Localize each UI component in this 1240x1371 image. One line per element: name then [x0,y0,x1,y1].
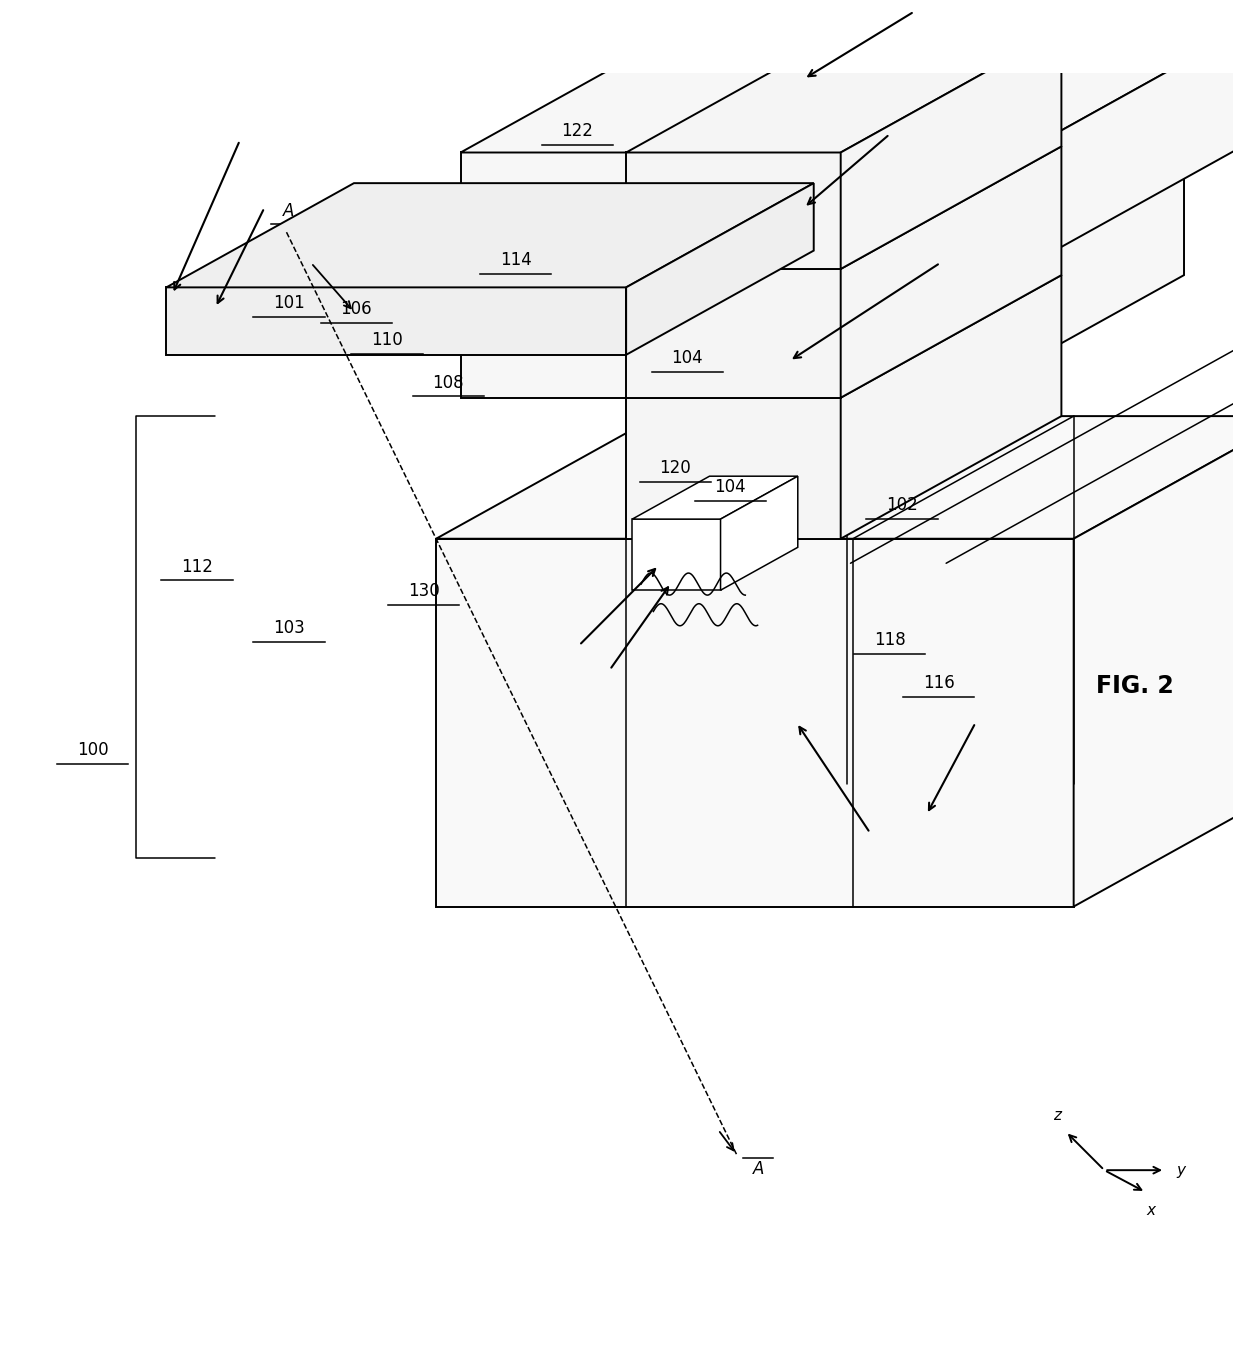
Text: 104: 104 [672,350,703,367]
Text: A: A [283,202,295,219]
Polygon shape [841,30,1061,269]
Text: 110: 110 [371,330,403,348]
Text: A: A [753,1160,764,1178]
Text: 120: 120 [660,459,691,477]
Polygon shape [1022,30,1240,269]
Polygon shape [626,30,1061,152]
Text: 100: 100 [77,742,109,760]
Text: 104: 104 [714,478,746,496]
Polygon shape [632,476,797,520]
Polygon shape [626,276,1061,398]
Polygon shape [166,184,813,288]
Polygon shape [626,269,841,398]
Text: 112: 112 [181,558,213,576]
Polygon shape [626,152,841,269]
Polygon shape [626,147,1061,269]
Text: 108: 108 [433,373,464,392]
Text: 101: 101 [273,293,305,311]
Polygon shape [1074,417,1240,906]
Polygon shape [841,276,1061,539]
Polygon shape [720,476,797,591]
Polygon shape [626,398,841,539]
Text: 122: 122 [562,122,593,140]
Text: 102: 102 [887,496,918,514]
Polygon shape [460,152,1022,269]
Text: 130: 130 [408,583,440,600]
Polygon shape [841,147,1061,398]
Polygon shape [460,147,1184,269]
Polygon shape [460,269,963,398]
Text: x: x [1147,1204,1156,1219]
Polygon shape [436,539,1074,906]
Polygon shape [963,147,1184,398]
Polygon shape [436,417,1240,539]
Text: 116: 116 [923,675,955,692]
Text: y: y [1176,1163,1185,1178]
Text: 114: 114 [500,251,532,269]
Text: FIG. 2: FIG. 2 [1096,675,1174,698]
Polygon shape [166,288,626,355]
Polygon shape [460,30,1240,152]
Text: z: z [1054,1108,1061,1123]
Polygon shape [626,184,813,355]
Text: 106: 106 [341,300,372,318]
Text: 103: 103 [273,618,305,636]
Text: 118: 118 [874,631,905,648]
Polygon shape [632,520,720,591]
